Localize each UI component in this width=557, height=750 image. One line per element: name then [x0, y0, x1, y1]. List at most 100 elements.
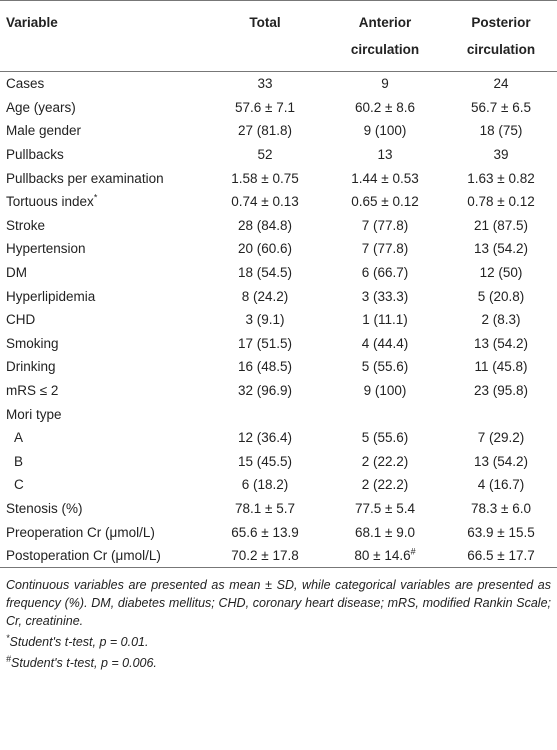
table-cell: 0.78 ± 0.12: [467, 194, 535, 210]
group-row: Mori type: [0, 402, 557, 426]
header-cell: Variable: [0, 0, 205, 72]
table-row: Stroke 28 (84.8) 7 (77.8) 21 (87.5): [0, 214, 557, 238]
table-cell: 1.44 ± 0.53: [351, 170, 419, 186]
footnote-marker: *: [93, 192, 98, 203]
table-cell: 3 (33.3): [361, 288, 409, 304]
table-cell: 78.1 ± 5.7: [235, 500, 295, 516]
table-row: Cases 33 9 24: [0, 72, 557, 96]
table-cell: B: [14, 453, 24, 469]
table-cell: 13 (54.2): [473, 335, 529, 351]
header-cell: Anterior circulation: [325, 0, 445, 72]
footnote-text: Student's t-test, p = 0.01.: [9, 635, 149, 650]
table-cell: 7 (77.8): [361, 217, 409, 233]
header-row: Variable Total Anterior circulation Posteri…: [0, 0, 557, 72]
table-cell: 12 (36.4): [237, 430, 293, 446]
table-cell: 18 (75): [479, 123, 523, 139]
table-cell: 18 (54.5): [237, 265, 293, 281]
table-cell: 56.7 ± 6.5: [471, 99, 531, 115]
header-cell: Posterior circulation: [445, 0, 557, 72]
table-cell: 1 (11.1): [362, 312, 408, 328]
table-cell: 6 (66.7): [361, 265, 409, 281]
table-cell: 65.6 ± 13.9: [231, 524, 299, 540]
table-cell: Hyperlipidemia: [6, 288, 96, 304]
table-cell: CHD: [6, 312, 36, 328]
sub-row: C 6 (18.2) 2 (22.2) 4 (16.7): [0, 473, 557, 497]
table-cell: Pullbacks: [6, 147, 64, 163]
table-cell: Tortuous index*: [0, 190, 205, 214]
table-row: Postoperation Cr (μmol/L) 70.2 ± 17.8 80 ±…: [0, 544, 557, 568]
table-cell: 4 (16.7): [477, 477, 525, 493]
table-row: Drinking 16 (48.5) 5 (55.6) 11 (45.8): [0, 355, 557, 379]
table-cell: 60.2 ± 8.6: [355, 99, 415, 115]
table-cell: 9: [381, 76, 389, 92]
table-cell: Postoperation Cr (μmol/L): [6, 548, 161, 564]
table-cell: 68.1 ± 9.0: [355, 524, 415, 540]
table-cell: 5 (55.6): [361, 359, 409, 375]
table-row: CHD 3 (9.1) 1 (11.1) 2 (8.3): [0, 308, 557, 332]
table-cell: 57.6 ± 7.1: [235, 99, 295, 115]
header-cell: Total: [205, 0, 325, 72]
footnote: #Student's t-test, p = 0.006.: [6, 654, 551, 672]
table-cell: 7 (77.8): [361, 241, 409, 257]
table-cell: 17 (51.5): [237, 335, 293, 351]
table-cell: 27 (81.8): [237, 123, 293, 139]
table-row: Preoperation Cr (μmol/L) 65.6 ± 13.9 68.1 …: [0, 520, 557, 544]
table-row: Stenosis (%) 78.1 ± 5.7 77.5 ± 5.4 78.3 ± 6…: [0, 497, 557, 521]
table-cell: 12 (50): [479, 265, 523, 281]
table-cell: Pullbacks per examination: [6, 170, 164, 186]
table-cell: Hypertension: [6, 241, 86, 257]
table-cell: 9 (100): [363, 383, 407, 399]
table-cell: 0.74 ± 0.13: [231, 194, 299, 210]
footnotes: Continuous variables are presented as me…: [0, 568, 557, 672]
table-cell: 13: [377, 147, 393, 163]
table-cell: 8 (24.2): [241, 288, 289, 304]
table-cell: Stroke: [6, 217, 46, 233]
table-cell: 0.65 ± 0.12: [351, 194, 419, 210]
table-cell: [445, 402, 557, 426]
table-row: Male gender 27 (81.8) 9 (100) 18 (75): [0, 119, 557, 143]
table-cell: Drinking: [6, 359, 56, 375]
table-cell: 5 (20.8): [477, 288, 525, 304]
table-cell: mRS ≤ 2: [6, 383, 59, 399]
table-cell: Stenosis (%): [6, 500, 83, 516]
table-cell: 66.5 ± 17.7: [467, 548, 535, 564]
table-cell: 3 (9.1): [245, 312, 285, 328]
table-cell: 63.9 ± 15.5: [467, 524, 535, 540]
footnote-marker: #: [6, 654, 12, 665]
table-row: Tortuous index* 0.74 ± 0.13 0.65 ± 0.12 0.7…: [0, 190, 557, 214]
table-row: mRS ≤ 2 32 (96.9) 9 (100) 23 (95.8): [0, 379, 557, 403]
footnote: *Student's t-test, p = 0.01.: [6, 633, 551, 651]
table-row: Smoking 17 (51.5) 4 (44.4) 13 (54.2): [0, 332, 557, 356]
table-cell: Cases: [6, 76, 45, 92]
footnote-marker: #: [410, 546, 416, 557]
table-cell: 32 (96.9): [237, 383, 293, 399]
table-cell: 23 (95.8): [473, 383, 529, 399]
table-cell: 9 (100): [363, 123, 407, 139]
table-row: DM 18 (54.5) 6 (66.7) 12 (50): [0, 261, 557, 285]
table-cell: 2 (22.2): [361, 477, 409, 493]
table-cell: 21 (87.5): [473, 217, 529, 233]
footnote-text: Student's t-test, p = 0.006.: [11, 656, 157, 671]
table-cell: Male gender: [6, 123, 82, 139]
table-cell: 1.58 ± 0.75: [231, 170, 299, 186]
table-cell: 77.5 ± 5.4: [355, 500, 415, 516]
table-cell: C: [14, 477, 24, 493]
group-label: Mori type: [6, 406, 62, 422]
table-cell: 20 (60.6): [237, 241, 293, 257]
table-cell: 5 (55.6): [361, 430, 409, 446]
table-cell: 52: [257, 147, 273, 163]
table-cell: 24: [493, 76, 509, 92]
data-table: Variable Total Anterior circulation Posteri…: [0, 0, 557, 569]
table-cell: DM: [6, 265, 27, 281]
table-row: Pullbacks 52 13 39: [0, 143, 557, 167]
table-cell: 11 (45.8): [474, 359, 528, 375]
table-row: Hyperlipidemia 8 (24.2) 3 (33.3) 5 (20.8): [0, 284, 557, 308]
table-cell: 16 (48.5): [237, 359, 293, 375]
table-cell: Age (years): [6, 99, 76, 115]
table-cell: 7 (29.2): [477, 430, 525, 446]
table-cell: 2 (8.3): [481, 312, 521, 328]
table-cell: 28 (84.8): [237, 217, 293, 233]
table-cell: 6 (18.2): [241, 477, 289, 493]
table-cell: [205, 402, 325, 426]
